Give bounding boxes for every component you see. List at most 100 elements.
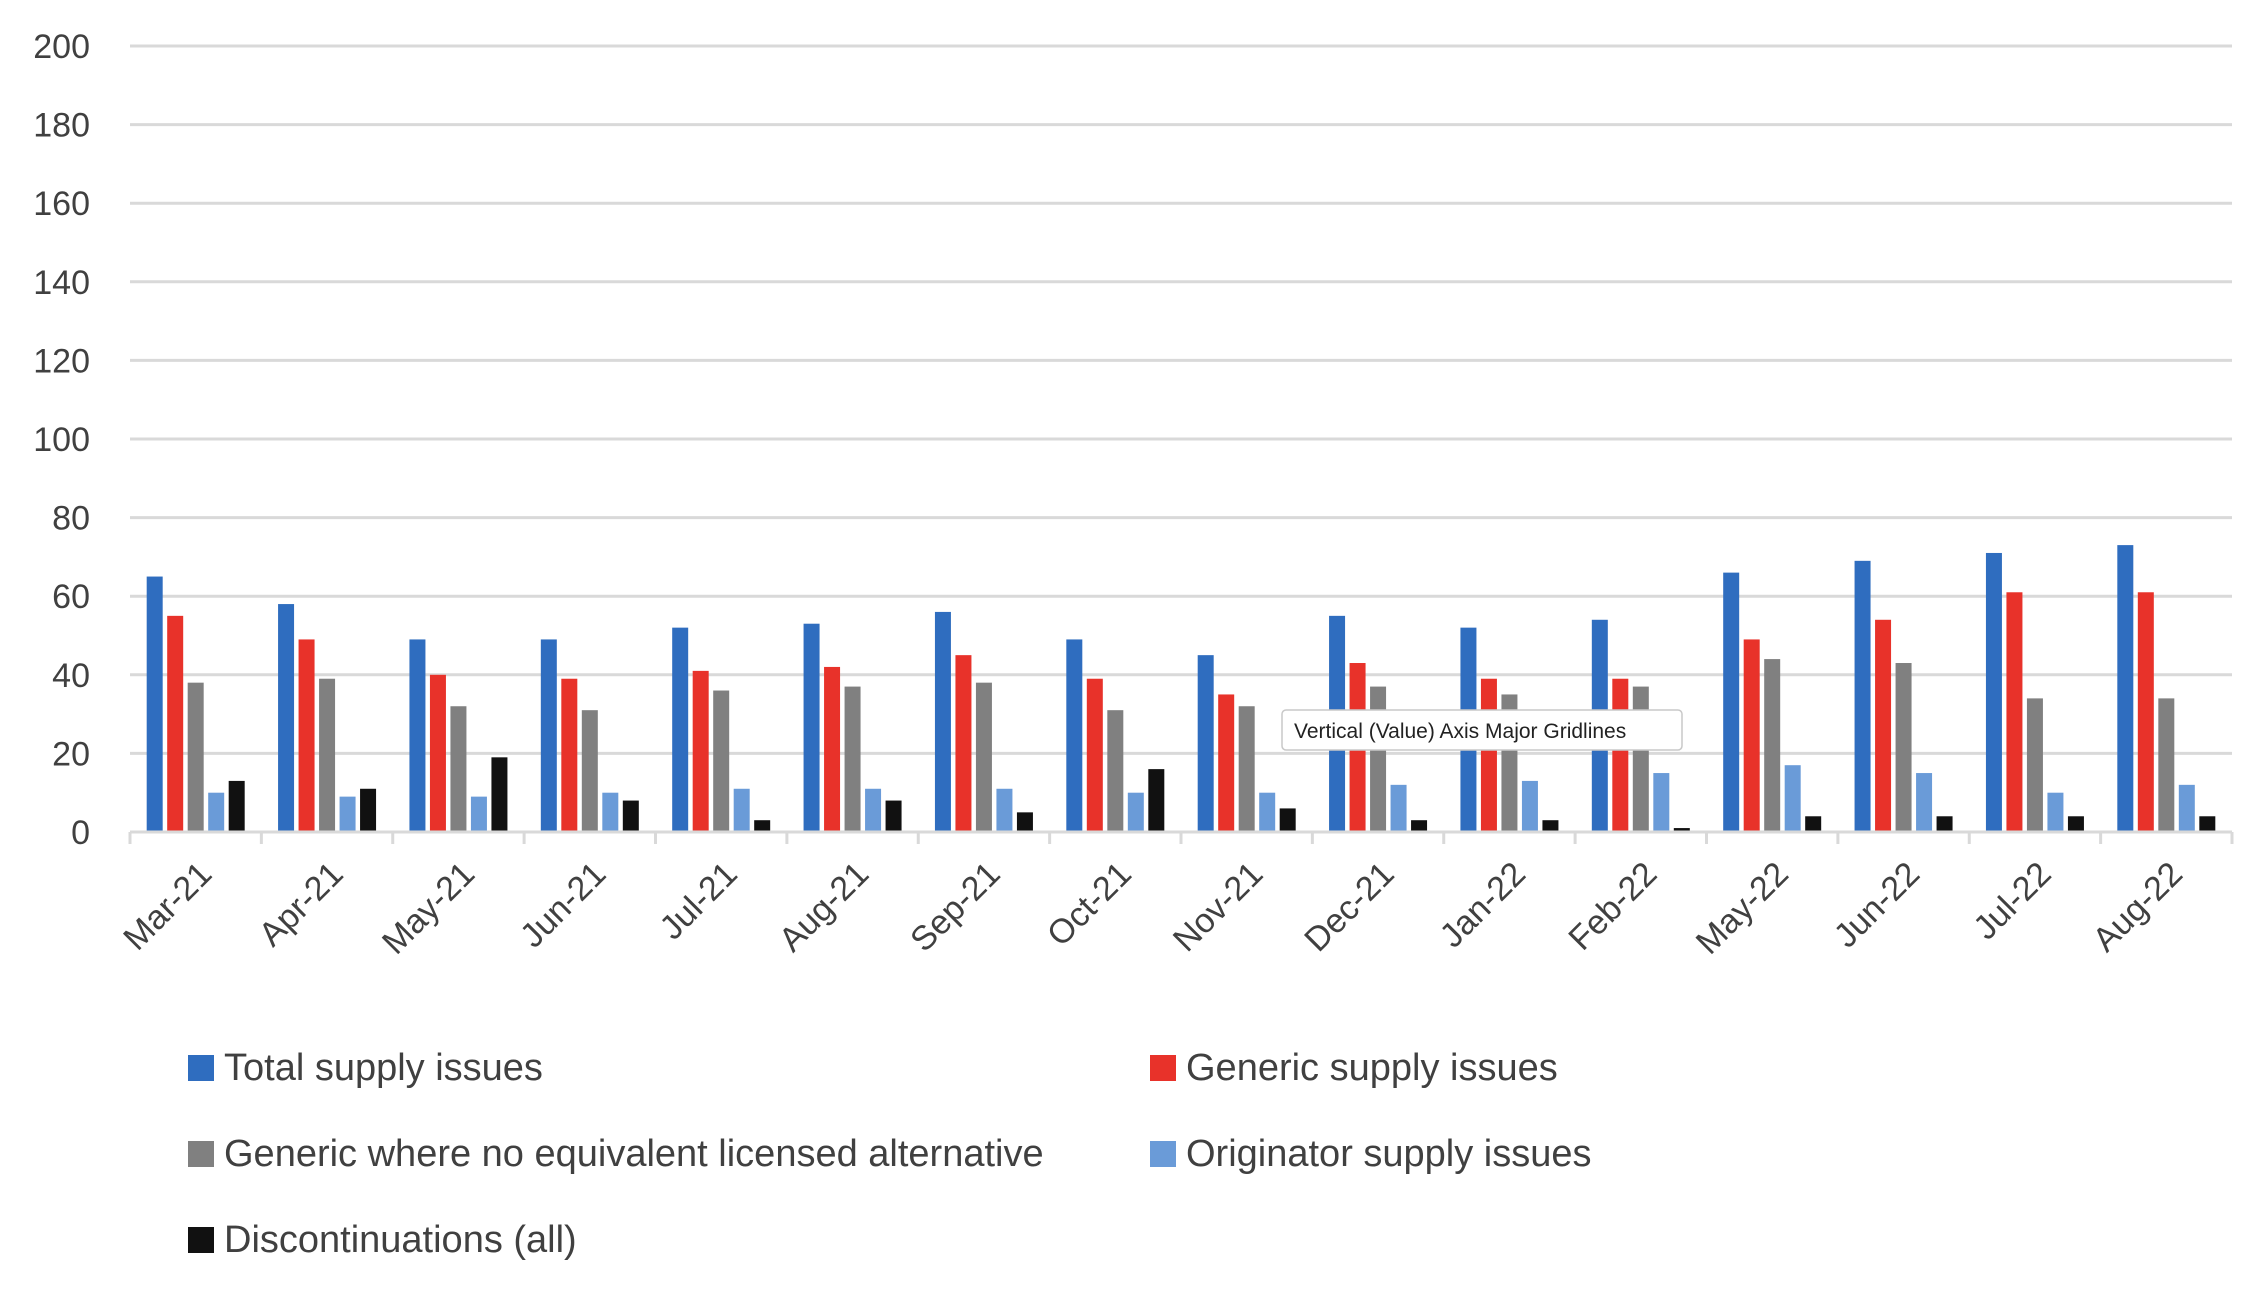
bar-originator-supply-issues-apr-21[interactable]	[339, 796, 356, 832]
bar-generic-where-no-equivalent-licensed-alternative-feb-22[interactable]	[1632, 686, 1649, 832]
bar-generic-where-no-equivalent-licensed-alternative-oct-21[interactable]	[1107, 710, 1124, 832]
bar-originator-supply-issues-oct-21[interactable]	[1127, 792, 1144, 832]
bar-total-supply-issues-sep-21[interactable]	[934, 611, 951, 832]
bar-generic-where-no-equivalent-licensed-alternative-jun-21[interactable]	[581, 710, 598, 832]
bar-generic-supply-issues-apr-21[interactable]	[298, 639, 315, 832]
bar-originator-supply-issues-may-22[interactable]	[1784, 765, 1801, 832]
bar-total-supply-issues-mar-21[interactable]	[146, 576, 163, 832]
bar-total-supply-issues-may-22[interactable]	[1723, 572, 1740, 832]
bar-discontinuations-all--aug-22[interactable]	[2199, 816, 2216, 832]
bar-generic-where-no-equivalent-licensed-alternative-sep-21[interactable]	[975, 682, 992, 832]
bar-discontinuations-all--may-21[interactable]	[491, 757, 508, 832]
x-tick-label: Jun-22	[1827, 855, 1927, 955]
bar-discontinuations-all--nov-21[interactable]	[1279, 808, 1296, 832]
x-tick-label: Aug-21	[772, 855, 876, 959]
bar-originator-supply-issues-nov-21[interactable]	[1259, 792, 1276, 832]
bar-discontinuations-all--jul-22[interactable]	[2067, 816, 2084, 832]
x-axis	[128, 830, 2234, 844]
bar-originator-supply-issues-feb-22[interactable]	[1653, 773, 1670, 832]
bar-generic-where-no-equivalent-licensed-alternative-dec-21[interactable]	[1370, 686, 1387, 832]
bar-discontinuations-all--feb-22[interactable]	[1673, 828, 1690, 832]
bar-total-supply-issues-jun-22[interactable]	[1854, 560, 1871, 832]
bar-discontinuations-all--mar-21[interactable]	[228, 780, 245, 832]
tooltip-label: Vertical (Value) Axis Major Gridlines	[1294, 720, 1626, 743]
bar-generic-where-no-equivalent-licensed-alternative-aug-22[interactable]	[2158, 698, 2175, 832]
bar-originator-supply-issues-jan-22[interactable]	[1521, 780, 1538, 832]
x-tick-label: Sep-21	[903, 855, 1007, 959]
bar-discontinuations-all--dec-21[interactable]	[1411, 820, 1428, 832]
bar-discontinuations-all--may-22[interactable]	[1805, 816, 1822, 832]
bar-generic-where-no-equivalent-licensed-alternative-jul-21[interactable]	[713, 690, 730, 832]
x-tick-label: Jun-21	[513, 855, 613, 955]
bar-generic-supply-issues-jan-22[interactable]	[1480, 678, 1497, 832]
bar-originator-supply-issues-jun-21[interactable]	[602, 792, 619, 832]
bar-discontinuations-all--jul-21[interactable]	[754, 820, 771, 832]
bar-generic-where-no-equivalent-licensed-alternative-nov-21[interactable]	[1238, 706, 1255, 832]
bar-originator-supply-issues-jul-22[interactable]	[2047, 792, 2064, 832]
legend-item: Discontinuations (all)	[188, 1219, 577, 1261]
bar-discontinuations-all--apr-21[interactable]	[360, 788, 377, 832]
bar-generic-supply-issues-aug-21[interactable]	[824, 666, 841, 832]
y-tick-label: 80	[52, 500, 90, 538]
legend-swatch	[1150, 1141, 1176, 1167]
bar-total-supply-issues-may-21[interactable]	[409, 639, 426, 832]
bar-discontinuations-all--jan-22[interactable]	[1542, 820, 1559, 832]
bar-originator-supply-issues-mar-21[interactable]	[208, 792, 225, 832]
bar-total-supply-issues-aug-21[interactable]	[803, 623, 820, 832]
y-tick-label: 20	[52, 735, 90, 773]
x-tick-label: Feb-22	[1561, 855, 1664, 958]
bar-generic-where-no-equivalent-licensed-alternative-mar-21[interactable]	[187, 682, 204, 832]
bar-generic-where-no-equivalent-licensed-alternative-may-22[interactable]	[1764, 659, 1781, 832]
bar-generic-where-no-equivalent-licensed-alternative-may-21[interactable]	[450, 706, 467, 832]
bar-generic-supply-issues-mar-21[interactable]	[167, 615, 184, 832]
bar-discontinuations-all--sep-21[interactable]	[1016, 812, 1033, 832]
bar-originator-supply-issues-sep-21[interactable]	[996, 788, 1013, 832]
x-tick-label: Aug-22	[2086, 855, 2190, 959]
bar-generic-supply-issues-nov-21[interactable]	[1218, 694, 1235, 832]
bar-generic-supply-issues-feb-22[interactable]	[1612, 678, 1629, 832]
bar-total-supply-issues-jul-22[interactable]	[1985, 552, 2002, 832]
bar-originator-supply-issues-jul-21[interactable]	[733, 788, 750, 832]
bar-total-supply-issues-jun-21[interactable]	[540, 639, 557, 832]
x-tick-label: Dec-21	[1297, 855, 1401, 959]
bar-generic-supply-issues-jul-21[interactable]	[692, 670, 709, 832]
x-tick-label: May-22	[1689, 855, 1796, 962]
bar-discontinuations-all--jun-22[interactable]	[1936, 816, 1953, 832]
bar-originator-supply-issues-may-21[interactable]	[470, 796, 487, 832]
bar-discontinuations-all--jun-21[interactable]	[622, 800, 639, 832]
bar-generic-supply-issues-jun-22[interactable]	[1875, 619, 1892, 832]
legend-item: Originator supply issues	[1150, 1133, 1592, 1175]
x-tick-label: Apr-21	[252, 855, 351, 954]
bar-total-supply-issues-oct-21[interactable]	[1066, 639, 1083, 832]
bar-generic-where-no-equivalent-licensed-alternative-aug-21[interactable]	[844, 686, 861, 832]
gridlines-tooltip: Vertical (Value) Axis Major Gridlines	[1281, 709, 1683, 751]
x-tick-label: Jul-21	[652, 855, 744, 947]
bar-discontinuations-all--oct-21[interactable]	[1148, 769, 1165, 832]
bar-discontinuations-all--aug-21[interactable]	[885, 800, 902, 832]
bar-originator-supply-issues-jun-22[interactable]	[1916, 773, 1933, 832]
bar-total-supply-issues-apr-21[interactable]	[278, 604, 295, 832]
bar-total-supply-issues-nov-21[interactable]	[1197, 655, 1214, 832]
legend-label: Discontinuations (all)	[224, 1219, 577, 1261]
bar-generic-supply-issues-sep-21[interactable]	[955, 655, 972, 832]
bar-generic-where-no-equivalent-licensed-alternative-jun-22[interactable]	[1895, 663, 1912, 832]
bar-generic-supply-issues-jun-21[interactable]	[561, 678, 578, 832]
legend-swatch	[1150, 1055, 1176, 1081]
bar-generic-supply-issues-may-22[interactable]	[1743, 639, 1760, 832]
bar-generic-where-no-equivalent-licensed-alternative-apr-21[interactable]	[319, 678, 336, 832]
bar-total-supply-issues-aug-22[interactable]	[2117, 545, 2134, 832]
y-tick-label: 60	[52, 578, 90, 616]
bar-originator-supply-issues-dec-21[interactable]	[1390, 784, 1407, 832]
y-tick-label: 160	[33, 185, 90, 223]
bar-generic-supply-issues-jul-22[interactable]	[2006, 592, 2023, 832]
bar-generic-supply-issues-oct-21[interactable]	[1086, 678, 1103, 832]
bar-originator-supply-issues-aug-21[interactable]	[865, 788, 882, 832]
bar-generic-supply-issues-may-21[interactable]	[429, 674, 446, 832]
bar-total-supply-issues-jul-21[interactable]	[672, 627, 689, 832]
bars	[146, 545, 2216, 832]
x-tick-label: Jul-22	[1966, 855, 2058, 947]
bar-generic-where-no-equivalent-licensed-alternative-jul-22[interactable]	[2026, 698, 2043, 832]
bar-originator-supply-issues-aug-22[interactable]	[2178, 784, 2195, 832]
bar-generic-supply-issues-aug-22[interactable]	[2137, 592, 2154, 832]
